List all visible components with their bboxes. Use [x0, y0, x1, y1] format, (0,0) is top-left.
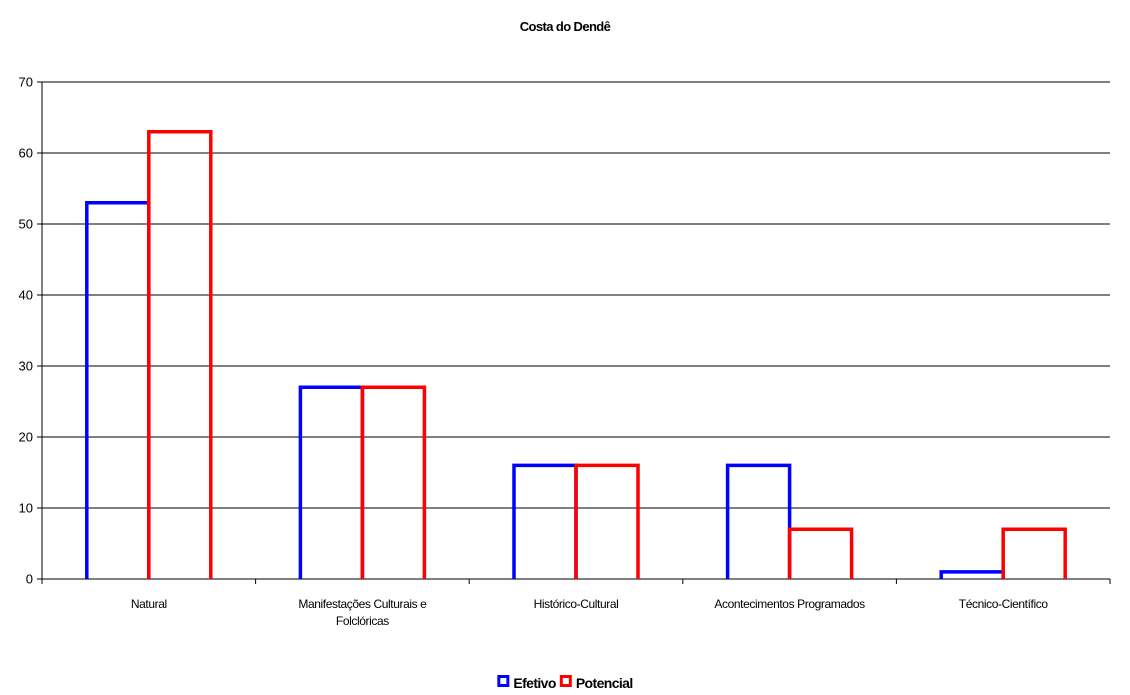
- y-tick-label: 40: [19, 288, 33, 303]
- bar-potencial-0: [147, 129, 213, 579]
- category-label: Natural: [131, 597, 167, 611]
- bar-efetivo-0: [85, 200, 151, 579]
- legend-swatch-potencial: [559, 675, 572, 687]
- category-label: Técnico-Científico: [959, 597, 1049, 611]
- bar-potencial-3: [787, 527, 854, 579]
- category-label: Histórico-Cultural: [534, 597, 619, 611]
- legend: Efetivo Potencial: [497, 675, 633, 691]
- bar-efetivo-4: [939, 570, 1005, 579]
- category-label: Manifestações Culturais e: [298, 597, 427, 611]
- bar-potencial-4: [1001, 527, 1067, 579]
- gridlines: [42, 81, 1110, 509]
- bar-efetivo-1: [298, 385, 365, 579]
- y-tick-label: 30: [19, 359, 33, 374]
- legend-swatch-efetivo: [497, 675, 510, 687]
- y-tick-label: 70: [19, 75, 33, 90]
- legend-label-efetivo: Efetivo: [513, 675, 556, 691]
- bar-efetivo-2: [512, 463, 578, 579]
- y-tick-label: 50: [19, 217, 33, 232]
- legend-label-potencial: Potencial: [576, 675, 633, 691]
- bar-efetivo-3: [725, 463, 792, 579]
- y-tick-label: 0: [26, 572, 33, 587]
- bars: [85, 129, 1067, 579]
- category-label: Acontecimentos Programados: [714, 597, 865, 611]
- y-tick-label: 10: [19, 501, 33, 516]
- labels: 0 10 20 30 40 50 60 70 Natural Manifestações Cult…: [19, 75, 1049, 629]
- category-label: Folclóricas: [336, 614, 389, 628]
- axes: [37, 81, 1111, 584]
- y-tick-label: 20: [19, 430, 33, 445]
- y-tick-label: 60: [19, 146, 33, 161]
- bar-potencial-2: [574, 463, 640, 579]
- bar-potencial-1: [360, 385, 427, 579]
- chart-title: Costa do Dendê: [520, 19, 611, 34]
